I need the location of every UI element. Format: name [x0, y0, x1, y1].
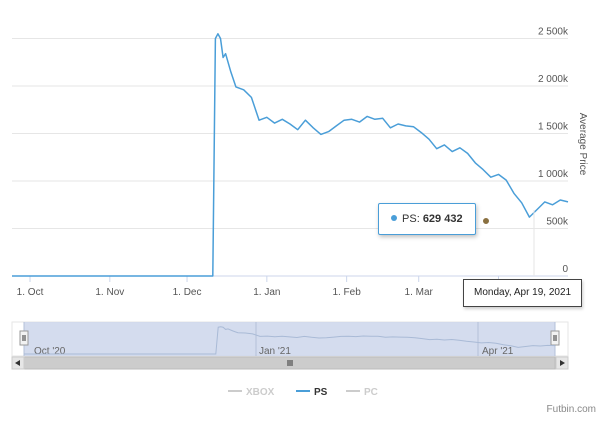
- tooltip-value: 629 432: [422, 213, 463, 225]
- navigator-label: Apr '21: [482, 346, 514, 357]
- scrollbar[interactable]: [11, 356, 569, 370]
- y-tick-label: 1 000k: [538, 169, 569, 180]
- x-tick-label: 1. Feb: [332, 287, 361, 298]
- x-tick-label: 1. Mar: [405, 287, 434, 298]
- y-tick-label: 0: [562, 264, 568, 275]
- legend-label: PS: [314, 387, 328, 398]
- x-tick-label: 1. Jan: [253, 287, 280, 298]
- credit-link[interactable]: Futbin.com: [546, 404, 596, 415]
- y-axis-ticks: 0 500k 1 000k 1 500k 2 000k 2 500k: [538, 27, 569, 276]
- navigator-selection-mask[interactable]: [24, 322, 555, 356]
- x-tick-label: 1. Oct: [17, 287, 44, 298]
- tooltip-series-dot: [391, 215, 397, 221]
- date-tooltip: Monday, Apr 19, 2021: [463, 279, 583, 307]
- tooltip-separator: :: [416, 213, 420, 225]
- value-tooltip: PS: 629 432: [378, 203, 476, 235]
- x-axis-ticks: 1. Oct 1. Nov 1. Dec 1. Jan 1. Feb 1. Mar: [17, 276, 499, 298]
- y-tick-label: 500k: [546, 217, 569, 228]
- navigator-labels: Oct '20 Jan '21 Apr '21: [34, 346, 514, 357]
- scrollbar-left-arrow[interactable]: [11, 356, 25, 370]
- series-line-ps: [12, 33, 569, 277]
- y-tick-label: 2 000k: [538, 74, 569, 85]
- hover-point-marker: [482, 217, 490, 225]
- y-axis-title: Average Price: [577, 113, 588, 176]
- legend-item-ps[interactable]: PS: [296, 387, 328, 398]
- y-tick-label: 2 500k: [538, 27, 569, 38]
- x-tick-label: 1. Nov: [95, 287, 124, 298]
- grid-lines: [12, 38, 568, 229]
- legend: XBOX PS PC: [228, 387, 378, 398]
- navigator-handle-right[interactable]: [550, 330, 560, 346]
- navigator-label: Jan '21: [259, 346, 291, 357]
- navigator-label: Oct '20: [34, 346, 66, 357]
- scrollbar-right-arrow[interactable]: [555, 356, 569, 370]
- navigator[interactable]: Oct '20 Jan '21 Apr '21: [11, 321, 569, 357]
- tooltip-date: Monday, Apr 19, 2021: [474, 287, 572, 298]
- navigator-handle-left[interactable]: [19, 330, 29, 346]
- legend-item-pc[interactable]: PC: [346, 387, 378, 398]
- x-tick-label: 1. Dec: [173, 287, 202, 298]
- legend-label: XBOX: [246, 387, 275, 398]
- navigator-series: [24, 326, 556, 355]
- legend-label: PC: [364, 387, 378, 398]
- y-tick-label: 1 500k: [538, 122, 569, 133]
- tooltip-series-name: PS: [402, 213, 417, 225]
- legend-item-xbox[interactable]: XBOX: [228, 387, 275, 398]
